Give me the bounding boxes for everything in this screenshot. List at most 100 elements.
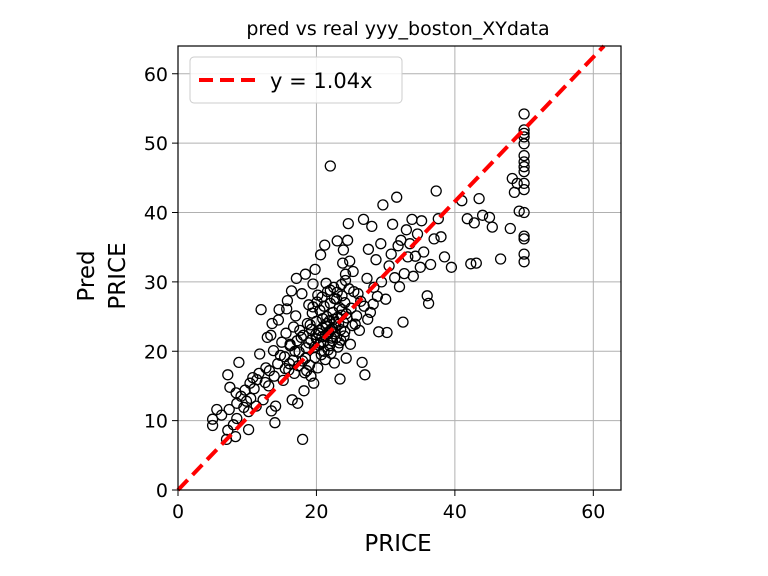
data-point — [269, 417, 281, 429]
data-point — [430, 185, 442, 197]
data-point — [296, 433, 309, 446]
data-point — [314, 249, 327, 261]
data-point — [356, 356, 368, 369]
data-point — [259, 376, 271, 389]
legend-box — [189, 56, 403, 104]
data-point — [286, 394, 298, 406]
data-point — [511, 177, 523, 190]
data-point — [255, 303, 267, 316]
data-point — [298, 385, 310, 397]
data-point — [518, 177, 530, 190]
data-point — [242, 423, 255, 436]
x-tick-label: 40 — [443, 501, 467, 523]
data-point — [335, 278, 348, 291]
x-tick-label: 60 — [581, 501, 605, 523]
data-point — [473, 192, 485, 205]
data-point — [312, 362, 324, 374]
data-point — [307, 278, 319, 290]
data-point — [331, 235, 343, 247]
data-point — [518, 149, 530, 162]
data-point — [518, 183, 530, 196]
data-point — [350, 310, 363, 322]
data-point — [339, 326, 351, 338]
data-point — [391, 191, 403, 203]
data-point — [357, 213, 370, 226]
data-point — [224, 381, 236, 393]
data-point — [445, 261, 458, 273]
data-point — [381, 326, 393, 339]
data-point — [513, 205, 525, 217]
data-point — [273, 303, 285, 316]
y-axis-label-line-2: PRICE — [105, 242, 131, 309]
data-point — [292, 397, 304, 409]
data-point — [344, 338, 357, 350]
chart-title: pred vs real yyy_boston_XYdata — [246, 18, 549, 40]
data-point — [290, 272, 303, 285]
data-point — [328, 357, 341, 369]
data-point — [274, 349, 287, 362]
data-point — [324, 160, 336, 172]
data-point — [486, 221, 498, 233]
data-point — [235, 390, 247, 402]
data-point — [339, 268, 352, 280]
data-point — [344, 255, 356, 267]
data-point — [361, 272, 373, 285]
y-tick-label: 60 — [144, 64, 168, 86]
data-point — [231, 412, 243, 425]
data-point — [319, 239, 331, 251]
data-point — [518, 248, 530, 260]
data-point — [476, 209, 489, 221]
data-point — [289, 345, 301, 357]
y-axis-label-line-1: Pred — [74, 250, 100, 301]
data-point — [334, 373, 346, 385]
data-point — [465, 258, 477, 270]
data-point — [385, 248, 397, 260]
data-point — [406, 213, 418, 226]
y-tick-label: 10 — [144, 411, 168, 433]
data-point — [290, 310, 302, 322]
data-point — [341, 234, 354, 246]
data-point — [422, 297, 435, 310]
data-point — [336, 303, 348, 316]
data-point — [309, 351, 321, 364]
data-point — [518, 233, 530, 245]
data-point — [470, 257, 482, 269]
data-point — [308, 341, 321, 353]
data-point — [254, 348, 266, 360]
data-point — [257, 394, 269, 406]
data-point — [362, 313, 374, 325]
data-point — [296, 355, 309, 367]
data-point — [373, 326, 385, 338]
legend-label: y = 1.04x — [270, 69, 373, 93]
data-point — [281, 303, 293, 315]
data-point — [377, 199, 389, 211]
data-point — [304, 319, 316, 331]
data-point — [418, 246, 430, 258]
data-point — [518, 124, 530, 136]
data-point — [340, 308, 352, 320]
data-point — [247, 371, 259, 384]
data-point — [269, 400, 282, 412]
data-point — [337, 244, 350, 256]
data-point — [435, 231, 447, 243]
data-point — [333, 337, 345, 349]
data-point — [223, 403, 235, 416]
data-point — [340, 352, 352, 364]
x-axis-label: PRICE — [364, 531, 431, 557]
plot-frame — [177, 45, 622, 491]
data-point — [307, 301, 319, 313]
y-tick-label: 40 — [144, 203, 168, 225]
data-point — [380, 293, 392, 305]
data-point — [424, 258, 437, 271]
data-point — [415, 215, 428, 227]
data-point — [206, 413, 219, 425]
data-point — [483, 211, 496, 224]
data-point — [375, 238, 387, 250]
data-point — [468, 217, 480, 229]
data-point — [263, 365, 276, 377]
data-point — [261, 331, 273, 344]
data-point — [428, 233, 440, 245]
data-point — [314, 304, 326, 316]
data-point — [518, 108, 530, 120]
data-point — [285, 285, 298, 297]
